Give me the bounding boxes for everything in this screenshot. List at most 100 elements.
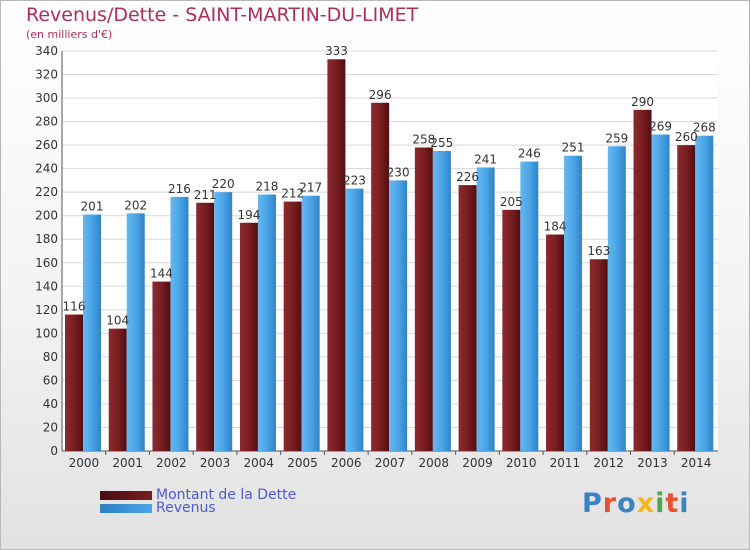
data-label-revenus: 218 (255, 180, 278, 194)
x-tick-label: 2010 (506, 456, 537, 470)
logo-letter: t (665, 488, 680, 519)
data-label-revenus: 259 (605, 131, 628, 145)
bar-dette (108, 328, 127, 451)
legend-label-dette: Montant de la Dette (156, 487, 297, 503)
logo-letter: i (679, 488, 690, 519)
y-tick-label: 0 (50, 444, 58, 458)
x-tick-label: 2005 (287, 456, 318, 470)
data-label-dette: 212 (281, 187, 304, 201)
bar-dette (677, 145, 696, 451)
bar-revenus (695, 135, 714, 452)
y-tick-label: 240 (35, 162, 58, 176)
bar-dette (283, 201, 302, 451)
legend-swatch-dette (100, 490, 152, 500)
bar-revenus (607, 146, 626, 451)
bar-revenus (345, 188, 364, 451)
data-label-revenus: 255 (430, 136, 453, 150)
chart-subtitle: (en milliers d'€) (26, 28, 113, 41)
bar-dette (65, 314, 83, 451)
legend-item-revenus: Revenus (100, 500, 216, 516)
bar-revenus (126, 213, 145, 451)
x-tick-label: 2000 (69, 456, 100, 470)
bar-revenus (301, 195, 320, 451)
proxiti-logo: Proxiti (582, 488, 690, 519)
bar-dette (546, 234, 565, 451)
bar-revenus (520, 161, 539, 451)
data-label-revenus: 220 (212, 177, 235, 191)
y-tick-label: 260 (35, 138, 58, 152)
bar-revenus (257, 194, 276, 451)
data-label-dette: 226 (456, 170, 479, 184)
chart-title: Revenus/Dette - SAINT-MARTIN-DU-LIMET (26, 4, 419, 26)
bar-dette (327, 59, 346, 452)
bar-dette (502, 209, 521, 451)
bar-dette (414, 147, 433, 451)
x-tick-label: 2013 (637, 456, 668, 470)
y-tick-label: 340 (35, 44, 58, 58)
x-tick-label: 2014 (681, 456, 712, 470)
x-tick-label: 2008 (418, 456, 449, 470)
x-tick-label: 2009 (462, 456, 493, 470)
y-tick-label: 40 (43, 397, 58, 411)
y-tick-label: 80 (43, 350, 58, 364)
bar-revenus (170, 196, 189, 451)
logo-letter: r (602, 488, 618, 519)
logo-letter: o (617, 488, 637, 519)
bar-dette (239, 222, 258, 451)
logo-letter: i (655, 488, 666, 519)
y-tick-label: 280 (35, 115, 58, 129)
bar-dette (458, 185, 477, 451)
data-label-dette: 290 (631, 95, 654, 109)
y-tick-label: 300 (35, 91, 58, 105)
data-label-dette: 260 (675, 130, 698, 144)
bar-dette (196, 202, 215, 451)
y-tick-label: 180 (35, 232, 58, 246)
y-tick-label: 200 (35, 209, 58, 223)
data-label-revenus: 202 (124, 198, 147, 212)
bar-dette (633, 109, 652, 451)
data-label-revenus: 201 (81, 200, 104, 214)
x-tick-label: 2006 (331, 456, 362, 470)
x-tick-label: 2002 (156, 456, 187, 470)
data-label-revenus: 269 (649, 120, 672, 134)
legend-item-dette: Montant de la Dette (100, 487, 296, 503)
x-tick-label: 2001 (112, 456, 143, 470)
y-tick-label: 320 (35, 68, 58, 82)
data-label-dette: 205 (500, 195, 523, 209)
legend-swatch-revenus (100, 503, 152, 513)
bar-revenus (214, 192, 233, 452)
data-label-dette: 333 (325, 44, 348, 58)
x-tick-label: 2004 (244, 456, 275, 470)
x-tick-label: 2012 (593, 456, 624, 470)
data-label-dette: 296 (369, 88, 392, 102)
data-label-revenus: 216 (168, 182, 191, 196)
data-label-dette: 144 (150, 267, 173, 281)
bar-revenus (432, 151, 451, 451)
y-tick-label: 140 (35, 279, 58, 293)
x-tick-label: 2007 (375, 456, 406, 470)
data-label-revenus: 251 (562, 141, 585, 155)
y-tick-label: 20 (43, 420, 58, 434)
data-label-dette: 194 (237, 208, 260, 222)
bar-revenus (651, 134, 670, 451)
data-label-revenus: 246 (518, 147, 541, 161)
bar-dette (589, 259, 608, 451)
data-label-dette: 104 (106, 314, 129, 328)
y-tick-label: 160 (35, 256, 58, 270)
y-tick-label: 120 (35, 303, 58, 317)
data-label-dette: 258 (412, 132, 435, 146)
bar-dette (371, 102, 390, 451)
x-tick-label: 2003 (200, 456, 231, 470)
x-tick-label: 2011 (550, 456, 581, 470)
data-label-revenus: 223 (343, 174, 366, 188)
logo-letter: P (582, 488, 603, 519)
y-tick-label: 220 (35, 185, 58, 199)
data-label-dette: 184 (544, 220, 567, 234)
bar-revenus (476, 167, 495, 451)
bar-revenus (564, 155, 583, 452)
y-tick-label: 60 (43, 373, 58, 387)
y-tick-label: 100 (35, 326, 58, 340)
data-label-dette: 211 (194, 188, 217, 202)
data-label-dette: 163 (587, 244, 610, 258)
